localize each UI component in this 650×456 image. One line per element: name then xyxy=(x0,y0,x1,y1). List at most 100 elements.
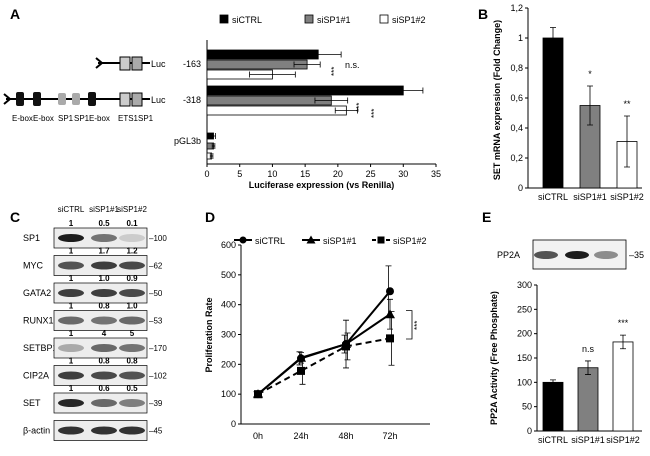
y-tick-label-b-4: 0,8 xyxy=(510,63,523,73)
quant-4-1: 4 xyxy=(102,329,107,338)
kda-marker-0: –100 xyxy=(149,234,167,243)
sp1-box-163 xyxy=(131,56,143,71)
quant-5-2: 0.8 xyxy=(126,357,138,366)
luc-label-318: Luc xyxy=(151,95,166,105)
blot-label-e: PP2A xyxy=(497,250,520,260)
blot-row-label-7: β-actin xyxy=(23,426,50,436)
blot-band-4-2 xyxy=(119,344,145,352)
errorbar-e-2 xyxy=(620,334,626,350)
x-tick-label-e-2: siSP1#2 xyxy=(606,435,640,445)
construct-label-ebox3: E-box xyxy=(89,114,110,123)
quant-0-1: 0.5 xyxy=(98,219,110,228)
blot-band-6-1 xyxy=(91,399,117,407)
quant-3-0: 1 xyxy=(69,302,74,311)
y-tick-label-e-2: 100 xyxy=(517,377,532,387)
errorbar-e-0 xyxy=(550,379,556,386)
y-tick-label-d-0: 0 xyxy=(231,419,236,429)
quant-6-2: 0.5 xyxy=(126,384,138,393)
point-d-2-1 xyxy=(297,366,305,375)
blot-band-7-1 xyxy=(91,426,117,435)
legend-swatch-a-2 xyxy=(379,14,389,24)
x-tick-label-a-6: 30 xyxy=(398,169,408,179)
annotation-a-0: n.s. xyxy=(345,60,360,70)
legend-marker-d-2 xyxy=(377,236,385,244)
y-axis-title-d: Proliferation Rate xyxy=(204,297,214,372)
point-d-0-3 xyxy=(386,287,394,296)
bar-a-1-0 xyxy=(206,85,404,96)
kda-marker-4: –170 xyxy=(149,344,167,353)
quant-0-2: 0.1 xyxy=(126,219,138,228)
annotation-a-2: *** xyxy=(355,103,364,112)
annotation-a-3: *** xyxy=(370,109,379,118)
panel-label-a: A xyxy=(10,6,20,22)
quant-1-2: 1.2 xyxy=(126,247,138,256)
y-axis-title-b: SET mRNA expression (Fold Change) xyxy=(492,20,502,180)
quant-5-0: 1 xyxy=(69,357,74,366)
errorbar-e-1 xyxy=(585,360,591,375)
blot-band-7-2 xyxy=(119,426,145,435)
y-tick-label-b-1: 0,2 xyxy=(510,153,523,163)
y-tick-label-d-5: 500 xyxy=(221,270,236,280)
quant-2-1: 1.0 xyxy=(98,274,110,283)
blot-band-2-2 xyxy=(119,289,145,297)
x-tick-label-e-0: siCTRL xyxy=(538,435,568,445)
blot-row-label-5: CIP2A xyxy=(23,371,49,381)
ets1-box-318 xyxy=(119,92,131,107)
blot-row-label-2: GATA2 xyxy=(23,288,51,298)
x-tick-label-a-4: 20 xyxy=(333,169,343,179)
errorbar-a-0-2 xyxy=(249,71,296,78)
category-label-a-2: pGL3b xyxy=(174,136,201,146)
panel-label-d: D xyxy=(205,209,215,225)
legend-label-a-2: siSP1#2 xyxy=(392,15,426,25)
x-tick-label-a-1: 5 xyxy=(237,169,242,179)
blot-band-4-1 xyxy=(91,344,117,352)
ebox-3 xyxy=(88,92,96,106)
blot-band-5-0 xyxy=(58,371,84,380)
y-tick-label-d-4: 400 xyxy=(221,300,236,310)
blot-band-1-2 xyxy=(119,261,145,270)
sp1-box-318 xyxy=(131,92,143,107)
blot-row-label-4: SETBP1 xyxy=(23,343,58,353)
annotation-b-1: * xyxy=(588,69,592,79)
x-tick-label-a-7: 35 xyxy=(431,169,441,179)
construct-label-sp1c: SP1 xyxy=(138,114,154,123)
errorbar-b-1 xyxy=(587,85,593,126)
category-label-a-0: -163 xyxy=(183,59,201,69)
sp1-1 xyxy=(58,93,66,105)
errorbar-a-2-0 xyxy=(211,133,216,139)
panel-label-e: E xyxy=(482,209,491,225)
annotation-e-1: n.s xyxy=(582,344,595,354)
y-tick-label-e-3: 150 xyxy=(517,353,532,363)
sp1-2 xyxy=(72,93,80,105)
blot-band-5-2 xyxy=(119,371,145,380)
kda-marker-3: –53 xyxy=(149,317,163,326)
legend-label-d-0: siCTRL xyxy=(255,236,285,246)
y-tick-label-b-5: 1 xyxy=(518,33,523,43)
blot-band-3-0 xyxy=(58,316,84,325)
bar-a-1-2 xyxy=(206,105,347,116)
point-d-2-3 xyxy=(386,334,394,343)
blot-band-6-2 xyxy=(119,399,145,407)
y-tick-label-e-1: 50 xyxy=(522,402,532,412)
y-tick-label-e-0: 0 xyxy=(527,426,532,436)
blot-marker-e: –35 xyxy=(629,250,644,260)
x-tick-label-a-5: 25 xyxy=(366,169,376,179)
legend-label-a-1: siSP1#1 xyxy=(317,15,351,25)
point-d-2-0 xyxy=(254,390,262,399)
construct-label-ets1: ETS1 xyxy=(118,114,139,123)
construct-label-ebox1: E-box xyxy=(12,114,33,123)
chart-e-pp2a: PP2A –35 0 50 100 150 200 250 300 siCTRL siSP1#1 n.… xyxy=(489,239,644,445)
series-line-d-2 xyxy=(257,337,391,396)
blot-column-label-2: siSP1#2 xyxy=(117,205,147,214)
x-tick-label-e-1: siSP1#1 xyxy=(571,435,605,445)
blot-band-0-2 xyxy=(119,234,145,242)
quant-2-2: 0.9 xyxy=(126,274,138,283)
blot-band-0-1 xyxy=(91,234,117,242)
blot-column-label-1: siSP1#1 xyxy=(89,205,119,214)
panel-label-b: B xyxy=(478,6,488,22)
y-tick-label-d-1: 100 xyxy=(221,389,236,399)
significance-label-d: *** xyxy=(413,321,422,330)
quant-6-0: 1 xyxy=(69,384,74,393)
x-tick-label-a-0: 0 xyxy=(204,169,209,179)
